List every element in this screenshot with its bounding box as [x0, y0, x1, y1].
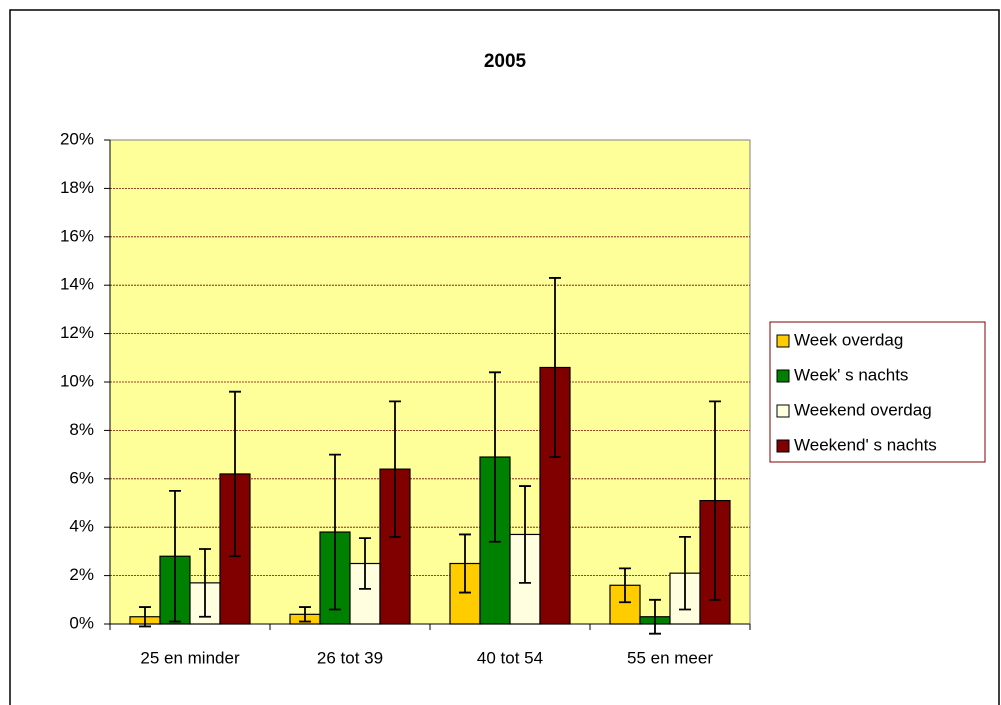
error-bar [459, 533, 471, 594]
y-tick-label: 12% [60, 323, 94, 342]
legend-label: Week overdag [794, 330, 903, 349]
error-bar [299, 606, 311, 623]
y-tick-label: 14% [60, 275, 94, 294]
y-tick-label: 18% [60, 178, 94, 197]
error-bar [549, 277, 561, 458]
x-tick-label: 55 en meer [627, 648, 713, 667]
error-bar [139, 606, 151, 628]
chart-title: 2005 [484, 51, 527, 72]
x-tick-label: 40 tot 54 [477, 648, 543, 667]
legend [769, 321, 986, 463]
y-tick-label: 16% [60, 226, 94, 245]
x-tick-label: 26 tot 39 [317, 648, 383, 667]
y-tick-label: 2% [69, 565, 94, 584]
y-tick-label: 8% [69, 420, 94, 439]
error-bar [329, 453, 341, 611]
chart-frame [9, 9, 1000, 705]
legend-swatch [776, 404, 790, 418]
error-bar [709, 400, 721, 601]
error-bar [619, 567, 631, 604]
legend-label: Weekend' s nachts [794, 435, 937, 454]
legend-swatch [776, 334, 790, 348]
y-tick-label: 20% [60, 129, 94, 148]
x-tick-label: 25 en minder [140, 648, 240, 667]
y-tick-label: 10% [60, 371, 94, 390]
y-tick-label: 0% [69, 613, 94, 632]
y-tick-label: 6% [69, 468, 94, 487]
legend-label: Week' s nachts [794, 365, 908, 384]
legend-swatch [776, 369, 790, 383]
error-bar [489, 371, 501, 543]
error-bar [679, 535, 691, 611]
bar [349, 562, 381, 625]
error-bar [229, 390, 241, 558]
error-bar [389, 400, 401, 538]
error-bar [649, 598, 661, 635]
error-bar [199, 548, 211, 618]
legend-swatch [776, 439, 790, 453]
legend-label: Weekend overdag [794, 400, 932, 419]
error-bar [359, 537, 371, 590]
y-tick-label: 4% [69, 517, 94, 536]
error-bar [169, 490, 181, 623]
error-bar [519, 485, 531, 584]
